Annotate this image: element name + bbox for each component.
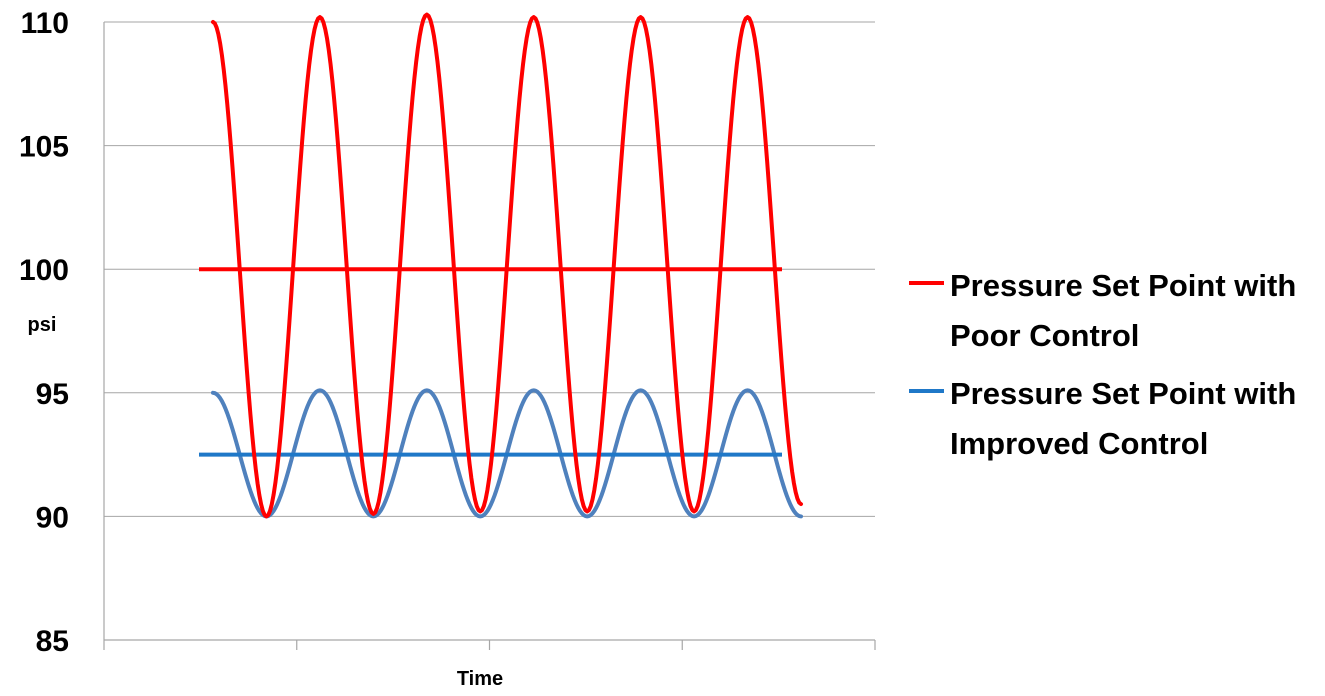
y-tick-label: 110 — [21, 7, 69, 40]
legend-label-improved-control: Pressure Set Point with Improved Control — [950, 376, 1296, 461]
x-axis-title: Time — [457, 668, 503, 690]
legend: Pressure Set Point with Poor Control Press… — [909, 268, 1296, 461]
y-tick-label: 90 — [36, 501, 69, 534]
y-tick-label: 105 — [19, 131, 69, 164]
y-tick-label: 100 — [19, 254, 69, 287]
legend-label-poor-control: Pressure Set Point with Poor Control — [950, 268, 1296, 353]
y-tick-label: 95 — [36, 378, 69, 411]
y-axis-title: psi — [28, 314, 57, 336]
axes: 85 90 95 100 105 110 psi Time — [19, 7, 876, 690]
y-tick-label: 85 — [36, 625, 69, 658]
plot-area — [199, 12, 803, 519]
series-line-poor-control — [211, 12, 803, 519]
